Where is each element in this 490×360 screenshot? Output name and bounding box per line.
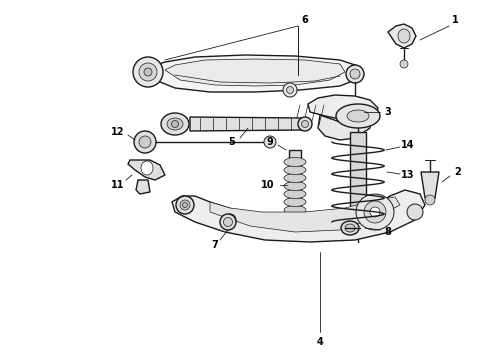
Ellipse shape bbox=[364, 201, 386, 223]
Ellipse shape bbox=[284, 221, 306, 230]
Ellipse shape bbox=[284, 166, 306, 175]
Ellipse shape bbox=[287, 86, 294, 94]
Ellipse shape bbox=[284, 158, 306, 166]
Text: 1: 1 bbox=[452, 15, 458, 25]
Polygon shape bbox=[136, 180, 150, 194]
Ellipse shape bbox=[139, 63, 157, 81]
Ellipse shape bbox=[224, 214, 236, 226]
Ellipse shape bbox=[284, 189, 306, 198]
Polygon shape bbox=[210, 197, 400, 232]
Polygon shape bbox=[148, 55, 360, 92]
Ellipse shape bbox=[345, 224, 355, 232]
Ellipse shape bbox=[301, 121, 309, 127]
Ellipse shape bbox=[400, 60, 408, 68]
Ellipse shape bbox=[133, 57, 163, 87]
Text: 4: 4 bbox=[317, 337, 323, 347]
Ellipse shape bbox=[283, 83, 297, 97]
Ellipse shape bbox=[336, 104, 380, 128]
Text: 11: 11 bbox=[111, 180, 125, 190]
Polygon shape bbox=[388, 24, 416, 48]
Ellipse shape bbox=[284, 174, 306, 183]
Ellipse shape bbox=[284, 206, 306, 215]
Polygon shape bbox=[350, 132, 366, 222]
Ellipse shape bbox=[356, 194, 394, 230]
Ellipse shape bbox=[176, 196, 194, 214]
Text: 9: 9 bbox=[267, 137, 273, 147]
Text: 3: 3 bbox=[385, 107, 392, 117]
Text: 6: 6 bbox=[302, 15, 308, 25]
Text: 10: 10 bbox=[261, 180, 275, 190]
Ellipse shape bbox=[347, 110, 369, 122]
Ellipse shape bbox=[341, 221, 359, 235]
Polygon shape bbox=[165, 59, 345, 86]
Ellipse shape bbox=[284, 213, 306, 222]
Ellipse shape bbox=[350, 221, 366, 233]
Text: 5: 5 bbox=[229, 137, 235, 147]
Polygon shape bbox=[172, 190, 425, 242]
Ellipse shape bbox=[284, 198, 306, 207]
Text: 2: 2 bbox=[455, 167, 462, 177]
Text: 14: 14 bbox=[401, 140, 415, 150]
Polygon shape bbox=[128, 160, 165, 180]
Ellipse shape bbox=[161, 113, 189, 135]
Ellipse shape bbox=[227, 217, 233, 223]
Ellipse shape bbox=[223, 217, 232, 226]
Ellipse shape bbox=[134, 131, 156, 153]
Ellipse shape bbox=[139, 136, 151, 148]
Ellipse shape bbox=[346, 65, 364, 83]
Text: 8: 8 bbox=[385, 227, 392, 237]
Ellipse shape bbox=[182, 202, 188, 207]
Ellipse shape bbox=[144, 68, 152, 76]
Ellipse shape bbox=[370, 207, 380, 217]
Text: 13: 13 bbox=[401, 170, 415, 180]
Polygon shape bbox=[190, 117, 305, 131]
Ellipse shape bbox=[398, 29, 410, 43]
Text: 12: 12 bbox=[111, 127, 125, 137]
Text: 7: 7 bbox=[212, 240, 219, 250]
Ellipse shape bbox=[167, 118, 183, 130]
Ellipse shape bbox=[180, 200, 190, 210]
Polygon shape bbox=[289, 150, 301, 230]
Ellipse shape bbox=[220, 214, 236, 230]
Ellipse shape bbox=[264, 136, 276, 148]
Polygon shape bbox=[318, 115, 372, 140]
Ellipse shape bbox=[425, 195, 435, 205]
Polygon shape bbox=[308, 95, 378, 122]
Ellipse shape bbox=[350, 107, 360, 117]
Ellipse shape bbox=[350, 69, 360, 79]
Ellipse shape bbox=[298, 117, 312, 131]
Ellipse shape bbox=[172, 121, 178, 127]
Ellipse shape bbox=[284, 181, 306, 190]
Ellipse shape bbox=[407, 204, 423, 220]
Polygon shape bbox=[421, 172, 439, 198]
Ellipse shape bbox=[141, 161, 153, 175]
